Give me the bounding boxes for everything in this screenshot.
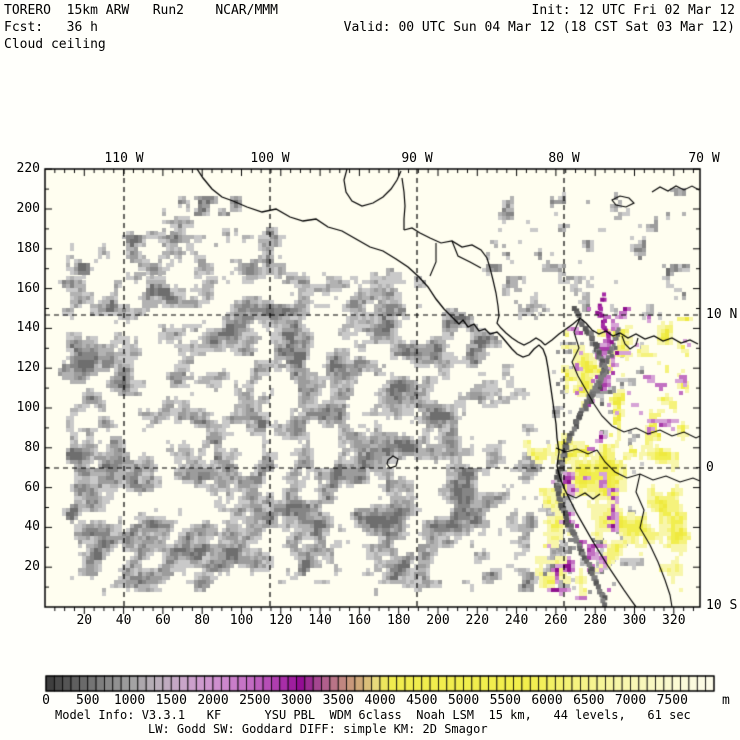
colorbar-tick-label: 6000 xyxy=(531,693,563,708)
x-tick-label: 120 xyxy=(269,613,293,628)
colorbar-tick-label: 5500 xyxy=(489,693,521,708)
y-tick-label: 20 xyxy=(24,559,40,575)
x-tick-label: 80 xyxy=(194,613,211,628)
field-title: Cloud ceiling xyxy=(4,37,106,52)
x-tick-label: 40 xyxy=(115,613,132,628)
x-tick-label: 200 xyxy=(426,613,450,628)
y-tick-label: 120 xyxy=(16,360,40,376)
x-tick-label: 320 xyxy=(662,613,686,628)
colorbar-tick-label: 4000 xyxy=(364,693,396,708)
colorbar-unit-label: m xyxy=(722,693,730,708)
y-tick-label: 60 xyxy=(24,479,40,495)
longitude-label: 80 W xyxy=(548,151,580,166)
model-info-line-1: Model Info: V3.3.1 KF YSU PBL WDM 6class… xyxy=(55,708,691,722)
colorbar-tick-label: 0 xyxy=(42,693,50,708)
colorbar-tick-label: 3500 xyxy=(322,693,354,708)
x-tick-label: 180 xyxy=(386,613,411,628)
x-tick-label: 280 xyxy=(583,613,607,628)
x-tick-label: 240 xyxy=(504,613,529,628)
colorbar-tick-label: 4500 xyxy=(406,693,438,708)
x-tick-label: 160 xyxy=(347,613,372,628)
colorbar-tick-label: 1000 xyxy=(113,693,146,708)
y-tick-label: 40 xyxy=(24,519,40,535)
model-run-id: TORERO 15km ARW Run2 NCAR/MMM xyxy=(4,3,278,18)
colorbar-tick-label: 500 xyxy=(76,693,100,708)
y-tick-label: 220 xyxy=(16,161,40,177)
latitude-label: 10 S xyxy=(706,598,738,613)
x-tick-label: 140 xyxy=(308,613,332,628)
header-line-2: Fcst: 36 h Valid: 00 UTC Sun 04 Mar 12 (… xyxy=(4,20,735,37)
y-tick-label: 140 xyxy=(16,320,40,336)
x-tick-label: 260 xyxy=(544,613,568,628)
y-tick-label: 160 xyxy=(16,280,40,296)
y-tick-label: 180 xyxy=(16,240,40,256)
header-line-1: TORERO 15km ARW Run2 NCAR/MMM Init: 12 U… xyxy=(4,3,735,20)
longitude-label: 110 W xyxy=(104,151,144,166)
colorbar-tick-label: 7500 xyxy=(656,693,688,708)
colorbar-tick-label: 1500 xyxy=(155,693,187,708)
forecast-hour: Fcst: 36 h xyxy=(4,20,98,35)
y-tick-label: 80 xyxy=(24,439,40,455)
x-tick-label: 100 xyxy=(229,613,254,628)
x-tick-label: 300 xyxy=(622,613,647,628)
y-tick-label: 100 xyxy=(16,400,40,415)
colorbar-tick-label: 2500 xyxy=(239,693,271,708)
model-info-line-2: LW: Godd SW: Goddard DIFF: simple KM: 2D… xyxy=(148,722,488,736)
colorbar-tick-label: 5000 xyxy=(447,693,480,708)
init-time: Init: 12 UTC Fri 02 Mar 12 xyxy=(531,3,736,18)
longitude-label: 100 W xyxy=(250,151,290,166)
latitude-label: 0 xyxy=(706,460,714,475)
longitude-label: 90 W xyxy=(401,151,433,166)
valid-time: Valid: 00 UTC Sun 04 Mar 12 (18 CST Sat … xyxy=(343,20,735,35)
latitude-label: 10 N xyxy=(706,307,738,322)
colorbar-tick-label: 2000 xyxy=(197,693,229,708)
y-tick-label: 200 xyxy=(16,201,40,216)
header-line-3: Cloud ceiling xyxy=(4,37,735,54)
x-tick-label: 20 xyxy=(76,613,93,628)
colorbar-tick-label: 3000 xyxy=(280,693,313,708)
x-tick-label: 220 xyxy=(465,613,490,628)
longitude-label: 70 W xyxy=(688,151,720,166)
colorbar-tick-label: 7000 xyxy=(614,693,647,708)
colorbar-tick-label: 6500 xyxy=(573,693,605,708)
x-tick-label: 60 xyxy=(155,613,171,628)
